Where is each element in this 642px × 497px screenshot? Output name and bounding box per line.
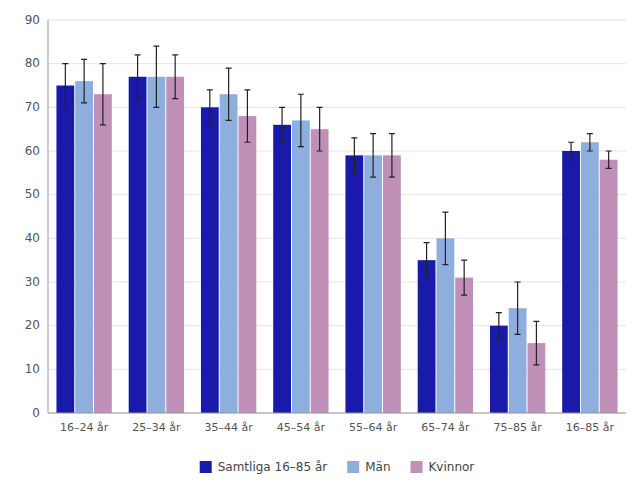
y-axis: 0 10 20 30 40 50 60 70 80 90 xyxy=(25,13,40,420)
chart: 0 10 20 30 40 50 60 70 80 90 16–24 år 25–34 år 35–44… xyxy=(0,0,642,497)
bar xyxy=(364,155,382,413)
legend-item: Samtliga 16–85 år xyxy=(200,460,328,474)
grid-line xyxy=(48,20,626,21)
y-tick-label: 50 xyxy=(25,187,40,201)
y-tick-label: 20 xyxy=(25,318,40,332)
bar xyxy=(166,77,184,413)
error-bar xyxy=(587,134,593,151)
bar xyxy=(383,155,401,413)
error-bar xyxy=(389,134,395,178)
legend-swatch xyxy=(200,461,212,473)
y-tick-label: 40 xyxy=(25,231,40,245)
error-bar xyxy=(62,64,68,108)
bar xyxy=(129,77,147,413)
grid-line xyxy=(48,63,626,64)
y-tick-label: 30 xyxy=(25,275,40,289)
error-bar xyxy=(568,142,574,159)
error-bar xyxy=(317,107,323,151)
legend-label: Kvinnor xyxy=(428,460,474,474)
x-tick-label: 35–44 år xyxy=(204,421,253,434)
error-bar xyxy=(226,68,232,120)
bar xyxy=(581,142,599,413)
y-tick-label: 80 xyxy=(25,56,40,70)
error-bar xyxy=(351,138,357,173)
y-tick-label: 90 xyxy=(25,13,40,27)
error-bar xyxy=(153,46,159,107)
error-bar xyxy=(606,151,612,168)
x-axis: 16–24 år 25–34 år 35–44 år 45–54 år 55–64 år… xyxy=(60,421,614,434)
x-tick-label: 75–85 år xyxy=(493,421,542,434)
error-bar xyxy=(533,321,539,365)
y-tick-label: 10 xyxy=(25,362,40,376)
x-tick-label: 55–64 år xyxy=(349,421,398,434)
bar xyxy=(600,160,618,413)
bar xyxy=(345,155,363,413)
error-bar xyxy=(461,260,467,295)
x-tick-label: 16–85 år xyxy=(566,421,615,434)
error-bar xyxy=(515,282,521,334)
legend-item: Kvinnor xyxy=(410,460,474,474)
legend-swatch xyxy=(347,461,359,473)
y-tick-label: 0 xyxy=(32,406,40,420)
bar xyxy=(56,86,74,414)
bar xyxy=(94,94,112,413)
grid xyxy=(48,20,626,413)
error-bar xyxy=(207,90,213,125)
bar xyxy=(201,107,219,413)
legend-label: Samtliga 16–85 år xyxy=(218,460,328,474)
error-bar xyxy=(81,59,87,103)
bar xyxy=(562,151,580,413)
bar xyxy=(75,81,93,413)
bar xyxy=(220,94,238,413)
error-bar xyxy=(370,134,376,178)
legend-swatch xyxy=(410,461,422,473)
error-bar xyxy=(100,64,106,125)
bar xyxy=(418,260,436,413)
x-tick-label: 16–24 år xyxy=(60,421,109,434)
x-tick-label: 25–34 år xyxy=(132,421,181,434)
error-bar xyxy=(496,313,502,339)
grid-line xyxy=(48,413,626,414)
y-tick-label: 60 xyxy=(25,144,40,158)
bar xyxy=(292,120,310,413)
error-bar xyxy=(135,55,141,99)
bar xyxy=(273,125,291,413)
bars xyxy=(56,46,617,413)
error-bar xyxy=(298,94,304,146)
bar xyxy=(239,116,257,413)
x-tick-label: 45–54 år xyxy=(277,421,326,434)
error-bar xyxy=(244,90,250,142)
y-axis-line xyxy=(48,20,49,413)
legend-item: Män xyxy=(347,460,390,474)
y-tick-label: 70 xyxy=(25,100,40,114)
bar xyxy=(147,77,165,413)
bar xyxy=(311,129,329,413)
error-bar xyxy=(424,243,430,278)
error-bar xyxy=(172,55,178,99)
legend: Samtliga 16–85 år Män Kvinnor xyxy=(200,460,475,474)
error-bar xyxy=(442,212,448,264)
error-bar xyxy=(279,107,285,142)
x-tick-label: 65–74 år xyxy=(421,421,470,434)
x-axis-line xyxy=(48,413,626,414)
legend-label: Män xyxy=(365,460,390,474)
bar xyxy=(455,278,473,413)
